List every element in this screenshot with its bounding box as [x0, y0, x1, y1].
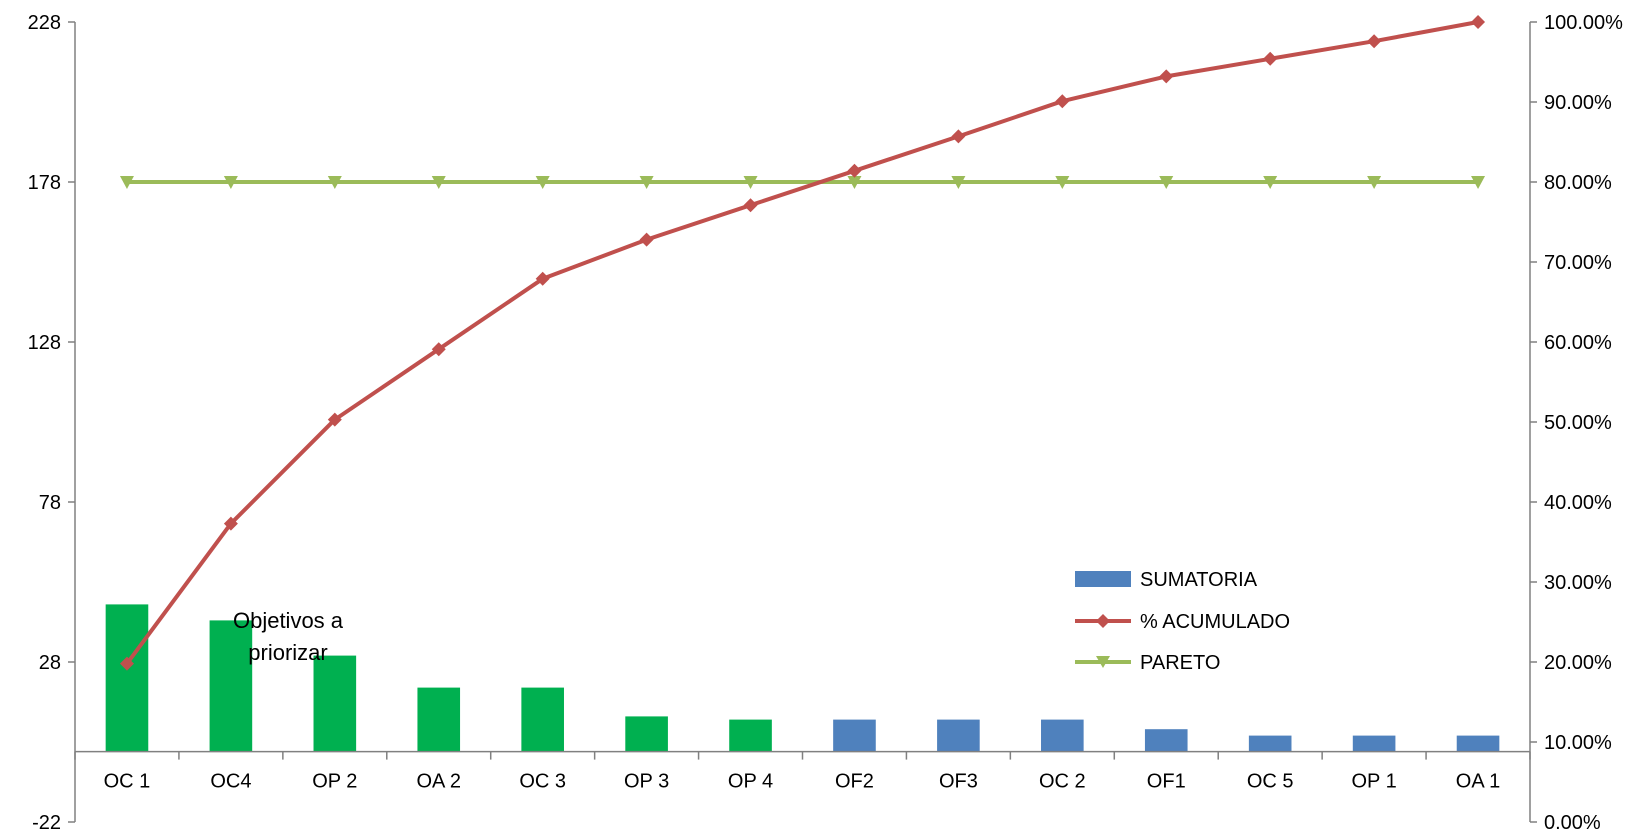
right-tick-label: 50.00% — [1544, 412, 1612, 434]
x-tick-label: OP 1 — [1351, 771, 1396, 793]
x-axis-tick-labels: OC 1 OC4 OP 2 OA 2 OC 3 OP 3 OP 4 OF2 OF3 OC 2 OF1… — [104, 771, 1501, 793]
right-axis-tick-labels: 0.00% 10.00% 20.00% 30.00% 40.00% 50.00% 60.00… — [1544, 12, 1623, 832]
marker-acumulado — [951, 129, 966, 144]
left-tick-label: -22 — [32, 812, 61, 832]
left-tick-label: 28 — [39, 652, 61, 674]
marker-acumulado — [1263, 51, 1278, 66]
bar-op3 — [625, 716, 668, 752]
right-tick-label: 20.00% — [1544, 652, 1612, 674]
x-tick-label: OF2 — [835, 771, 874, 793]
legend: SUMATORIA % ACUMULADO PARETO — [1075, 569, 1290, 674]
marker-pareto — [847, 176, 862, 189]
bar-oc1 — [105, 604, 149, 752]
legend-label-acumulado: % ACUMULADO — [1140, 611, 1290, 633]
legend-swatch-acumulado-marker — [1096, 614, 1110, 628]
marker-pareto — [119, 176, 134, 189]
marker-pareto — [639, 176, 654, 189]
marker-pareto — [1471, 176, 1486, 189]
bar-op4 — [729, 719, 772, 752]
x-tick-label: OC 3 — [519, 771, 566, 793]
x-tick-label: OF1 — [1147, 771, 1186, 793]
x-tick-label: OP 4 — [728, 771, 773, 793]
marker-pareto — [327, 176, 342, 189]
marker-acumulado — [1471, 15, 1486, 29]
left-axis-tick-labels: -22 28 78 128 178 228 — [28, 12, 61, 832]
marker-acumulado — [847, 163, 862, 178]
marker-pareto — [1263, 176, 1278, 189]
line-acumulado — [125, 20, 1479, 665]
marker-acumulado — [743, 198, 758, 213]
bar-oa1 — [1456, 735, 1500, 752]
right-tick-label: 0.00% — [1544, 812, 1601, 832]
marker-acumulado — [1159, 69, 1174, 84]
annotation-line-1: Objetivos a — [233, 608, 344, 633]
left-tick-label: 128 — [28, 332, 61, 354]
bar-oc2 — [1041, 719, 1084, 752]
bar-oc3 — [521, 687, 564, 752]
bar-of2 — [833, 719, 876, 752]
bar-op2 — [313, 655, 357, 752]
left-tick-label: 228 — [28, 12, 61, 34]
right-tick-label: 60.00% — [1544, 332, 1612, 354]
marker-acumulado — [639, 232, 654, 247]
x-tick-label: OP 2 — [312, 771, 357, 793]
marker-acumulado — [535, 271, 550, 286]
bar-oa2 — [417, 687, 461, 752]
axes-group — [68, 21, 1537, 823]
x-tick-label: OF3 — [939, 771, 978, 793]
left-tick-label: 78 — [39, 492, 61, 514]
marker-acumulado — [327, 412, 342, 427]
x-tick-label: OA 1 — [1456, 771, 1500, 793]
marker-acumulado — [223, 516, 238, 531]
x-tick-label: OC 2 — [1039, 771, 1086, 793]
right-tick-label: 80.00% — [1544, 172, 1612, 194]
right-tick-label: 100.00% — [1544, 12, 1623, 34]
marker-pareto — [431, 176, 446, 189]
lines-group — [119, 15, 1486, 671]
marker-pareto — [1055, 176, 1070, 189]
x-tick-label: OC 1 — [104, 771, 151, 793]
bars-group — [105, 604, 1500, 752]
bar-of3 — [937, 719, 980, 752]
legend-swatch-sumatoria — [1075, 571, 1131, 587]
left-tick-label: 178 — [28, 172, 61, 194]
marker-pareto — [223, 176, 238, 189]
right-tick-label: 10.00% — [1544, 732, 1612, 754]
annotation-line-2: priorizar — [248, 640, 327, 665]
marker-pareto — [535, 176, 550, 189]
marker-pareto — [743, 176, 758, 189]
bar-of1 — [1144, 729, 1188, 752]
marker-pareto — [951, 176, 966, 189]
bar-oc4 — [209, 620, 253, 752]
marker-acumulado — [431, 342, 446, 357]
x-tick-label: OP 3 — [624, 771, 669, 793]
marker-pareto — [1159, 176, 1174, 189]
bar-oc5 — [1248, 735, 1292, 752]
legend-label-sumatoria: SUMATORIA — [1140, 569, 1258, 591]
x-tick-label: OC 5 — [1247, 771, 1294, 793]
legend-swatch-pareto-marker — [1096, 656, 1110, 668]
bar-op1 — [1352, 735, 1396, 752]
marker-acumulado — [1055, 94, 1070, 109]
right-tick-label: 30.00% — [1544, 572, 1612, 594]
marker-pareto — [1367, 176, 1382, 189]
x-tick-label: OA 2 — [417, 771, 461, 793]
right-tick-label: 70.00% — [1544, 252, 1612, 274]
marker-acumulado — [119, 656, 134, 671]
legend-label-pareto: PARETO — [1140, 652, 1220, 674]
right-tick-label: 40.00% — [1544, 492, 1612, 514]
right-tick-label: 90.00% — [1544, 92, 1612, 114]
x-tick-label: OC4 — [210, 771, 251, 793]
marker-acumulado — [1367, 34, 1382, 49]
